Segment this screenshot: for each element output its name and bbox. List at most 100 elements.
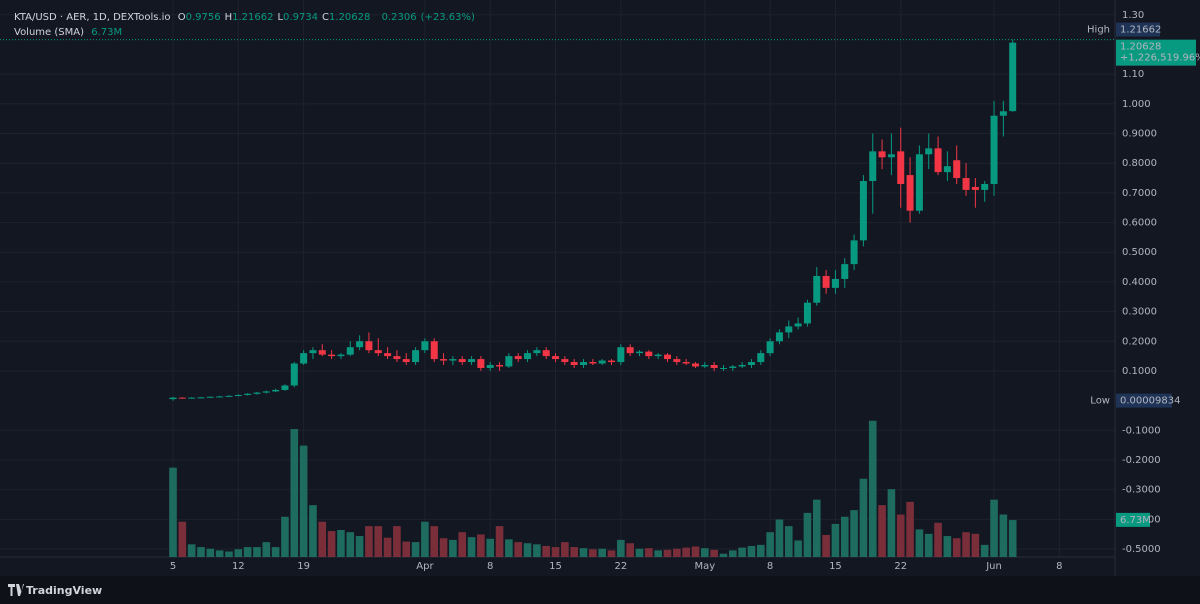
volume-sma-box bbox=[1116, 512, 1150, 527]
volume-bar bbox=[990, 499, 998, 557]
volume-bar bbox=[523, 543, 532, 557]
candle-body bbox=[925, 148, 933, 155]
volume-legend-label: Volume (SMA) bbox=[14, 27, 84, 38]
volume-bar bbox=[449, 539, 457, 557]
volume-bar bbox=[262, 542, 271, 557]
candle-body bbox=[785, 326, 793, 333]
ohlc-value: 0.9734 bbox=[283, 12, 319, 23]
candle-body bbox=[533, 350, 541, 354]
volume-bar bbox=[430, 526, 439, 557]
candle-body bbox=[300, 353, 308, 364]
volume-bar bbox=[784, 526, 793, 557]
x-tick-label: 8 bbox=[487, 561, 493, 572]
volume-bar bbox=[943, 536, 952, 557]
volume-bar bbox=[243, 547, 252, 557]
volume-bar bbox=[673, 548, 681, 557]
brand-logo bbox=[8, 584, 24, 596]
volume-bar bbox=[831, 523, 840, 557]
candle-body bbox=[524, 353, 532, 360]
volume-bar bbox=[505, 539, 513, 557]
volume-bar bbox=[934, 522, 942, 557]
volume-bar bbox=[318, 521, 327, 557]
volume-bar bbox=[514, 542, 523, 557]
ohlc-group: O0.9756 H1.21662 L0.9734 C1.20628 bbox=[178, 12, 375, 23]
candle-body bbox=[589, 362, 597, 364]
candle-body bbox=[374, 350, 382, 354]
volume-bar bbox=[924, 533, 933, 557]
candle-body bbox=[663, 354, 671, 360]
candle-body bbox=[682, 362, 690, 364]
volume-bar bbox=[775, 519, 784, 557]
y-tick-label: 0.3000 bbox=[1122, 307, 1157, 318]
volume-bar bbox=[467, 537, 476, 557]
volume-bar bbox=[682, 547, 690, 557]
volume-bar bbox=[197, 547, 205, 557]
candle-body bbox=[775, 332, 783, 342]
volume-bar bbox=[999, 514, 1008, 557]
legend-change-pct: (+23.63%) bbox=[420, 12, 475, 23]
candle-body bbox=[178, 397, 186, 399]
volume-bar bbox=[579, 548, 588, 557]
candle-body bbox=[430, 341, 438, 360]
volume-bar bbox=[598, 548, 606, 557]
candle-body bbox=[197, 397, 205, 399]
volume-bar bbox=[812, 499, 821, 557]
candle-body bbox=[598, 360, 606, 364]
candle-body bbox=[449, 359, 457, 361]
ohlc-value: 1.21662 bbox=[232, 12, 274, 23]
candle-body bbox=[225, 395, 233, 397]
low-box bbox=[1116, 393, 1172, 408]
footer: TradingView bbox=[0, 576, 1200, 604]
volume-bar bbox=[840, 516, 849, 557]
candle-body bbox=[365, 341, 373, 351]
volume-bar bbox=[803, 512, 812, 557]
candle-body bbox=[943, 166, 951, 173]
volume-sma-label: 6.73M bbox=[1120, 515, 1151, 526]
volume-bar bbox=[719, 553, 728, 557]
volume-bar bbox=[411, 542, 420, 557]
candle-body bbox=[281, 385, 289, 390]
ohlc-value: 0.9756 bbox=[185, 12, 221, 23]
x-tick-label: 8 bbox=[767, 561, 773, 572]
x-tick-label: 22 bbox=[894, 561, 907, 572]
candle-body bbox=[813, 275, 821, 303]
y-tick-label: 0.5000 bbox=[1122, 247, 1157, 258]
volume-bar bbox=[906, 501, 914, 557]
candle-body bbox=[710, 365, 718, 368]
candle-body bbox=[1009, 42, 1017, 112]
volume-bar bbox=[458, 532, 467, 557]
candle-body bbox=[206, 396, 214, 398]
candle-body bbox=[691, 363, 699, 367]
candle-body bbox=[570, 362, 578, 366]
candle-body bbox=[738, 365, 746, 367]
candle-body bbox=[999, 111, 1007, 116]
candle-body bbox=[617, 347, 625, 363]
candle-body bbox=[897, 151, 905, 184]
volume-bar bbox=[589, 549, 597, 557]
candle-body bbox=[580, 362, 588, 366]
candle-body bbox=[253, 392, 261, 394]
volume-bar bbox=[701, 548, 709, 557]
candle-body bbox=[841, 264, 849, 279]
volume-bar bbox=[421, 521, 429, 557]
candle-body bbox=[188, 397, 196, 399]
candle-body bbox=[272, 389, 280, 392]
candle-body bbox=[337, 354, 345, 357]
candle-body bbox=[990, 115, 998, 184]
volume-bar bbox=[747, 545, 756, 557]
high-label: High bbox=[1087, 25, 1110, 36]
volume-bar bbox=[253, 547, 261, 557]
ohlc-label: C bbox=[322, 12, 330, 23]
x-tick-label: 19 bbox=[297, 561, 310, 572]
volume-bar bbox=[225, 551, 233, 557]
candle-body bbox=[822, 275, 830, 288]
volume-bar bbox=[365, 526, 373, 557]
volume-bar bbox=[533, 544, 541, 557]
candle-body bbox=[962, 178, 970, 190]
volume-bar bbox=[980, 544, 989, 557]
candle-body bbox=[719, 367, 727, 369]
y-tick-label: 1.10 bbox=[1122, 69, 1144, 80]
volume-bar bbox=[187, 544, 196, 557]
candle-body bbox=[514, 356, 522, 360]
candle-body bbox=[262, 391, 270, 393]
